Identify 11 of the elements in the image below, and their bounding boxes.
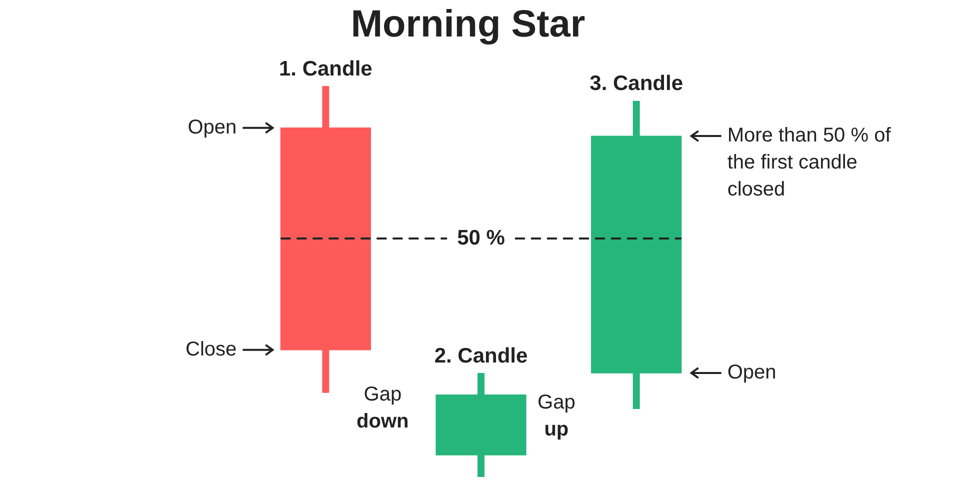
x-tick-label: 2. Candle [434, 344, 528, 368]
annotation: Gap down [356, 384, 409, 433]
chart-title: Morning Star [350, 3, 586, 46]
x-tick-label: 1. Candle [278, 57, 372, 80]
annotation: 50 % [457, 226, 506, 250]
text: Open [727, 362, 776, 384]
text: More than 50 % of the first candle closed [727, 124, 892, 201]
text: Close [186, 338, 237, 360]
text: Open [188, 116, 237, 138]
annotation: Gap up [538, 392, 576, 441]
x-tick-label: 3. Candle [590, 72, 684, 96]
